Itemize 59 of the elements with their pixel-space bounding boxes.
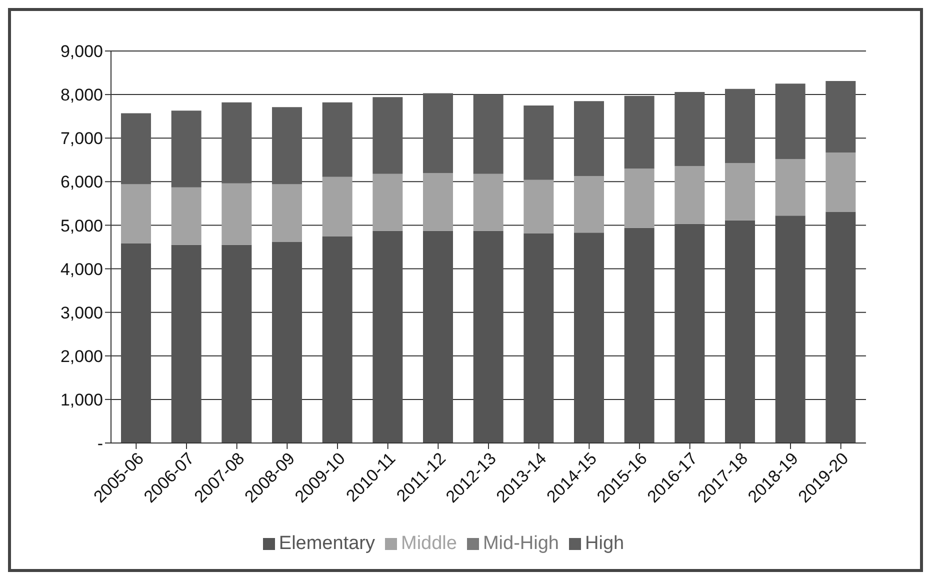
bar: [775, 159, 806, 216]
legend-label: Mid-High: [482, 533, 560, 554]
bar: [624, 168, 654, 228]
bar: [473, 94, 504, 174]
bar: [322, 176, 352, 237]
bar: [121, 184, 151, 244]
bar: [574, 232, 604, 443]
legend-label: Middle: [401, 533, 457, 554]
bar: [775, 216, 806, 443]
bar: [775, 84, 806, 160]
y-tick-label: 7,000: [60, 129, 103, 148]
bar: [624, 96, 654, 169]
bar: [272, 184, 302, 242]
bar: [473, 230, 504, 443]
bar: [826, 212, 856, 443]
y-tick-label: 9,000: [60, 42, 103, 62]
y-tick-label: -: [97, 434, 103, 454]
bar: [322, 236, 352, 443]
bar: [574, 101, 604, 176]
bar: [574, 176, 604, 233]
bar: [372, 174, 403, 231]
bar: [121, 244, 151, 443]
bar: [826, 152, 856, 212]
y-tick-label: 8,000: [60, 86, 103, 105]
bar: [674, 92, 705, 166]
bar: [725, 162, 755, 220]
bar: [524, 180, 554, 234]
y-tick-label: 5,000: [60, 216, 103, 236]
bar: [423, 172, 453, 231]
y-tick-label: 1,000: [60, 390, 103, 410]
legend-label: High: [585, 533, 624, 554]
y-tick-label: 4,000: [60, 260, 103, 279]
y-tick-label: 6,000: [60, 172, 103, 192]
legend-label: Elementary: [278, 533, 375, 554]
bar: [272, 107, 302, 184]
bar: [674, 224, 705, 443]
bar: [372, 230, 403, 443]
bar: [674, 166, 705, 224]
bar: [171, 244, 202, 443]
bar: [423, 93, 453, 173]
y-tick-label: 2,000: [60, 346, 103, 366]
bar: [423, 230, 453, 443]
bar: [372, 97, 403, 174]
bar: [222, 183, 252, 245]
bar: [524, 105, 554, 180]
bar: [222, 102, 252, 184]
bar: [725, 88, 755, 163]
bar: [322, 102, 352, 177]
bar: [121, 113, 151, 184]
bar: [171, 110, 202, 188]
y-tick-label: 3,000: [60, 303, 103, 322]
bar: [171, 187, 202, 245]
bar: [222, 244, 252, 443]
bar: [473, 174, 504, 231]
bar: [272, 242, 302, 443]
bar: [624, 228, 654, 443]
bar: [524, 234, 554, 443]
bar: [725, 220, 755, 443]
bar: [826, 81, 856, 152]
